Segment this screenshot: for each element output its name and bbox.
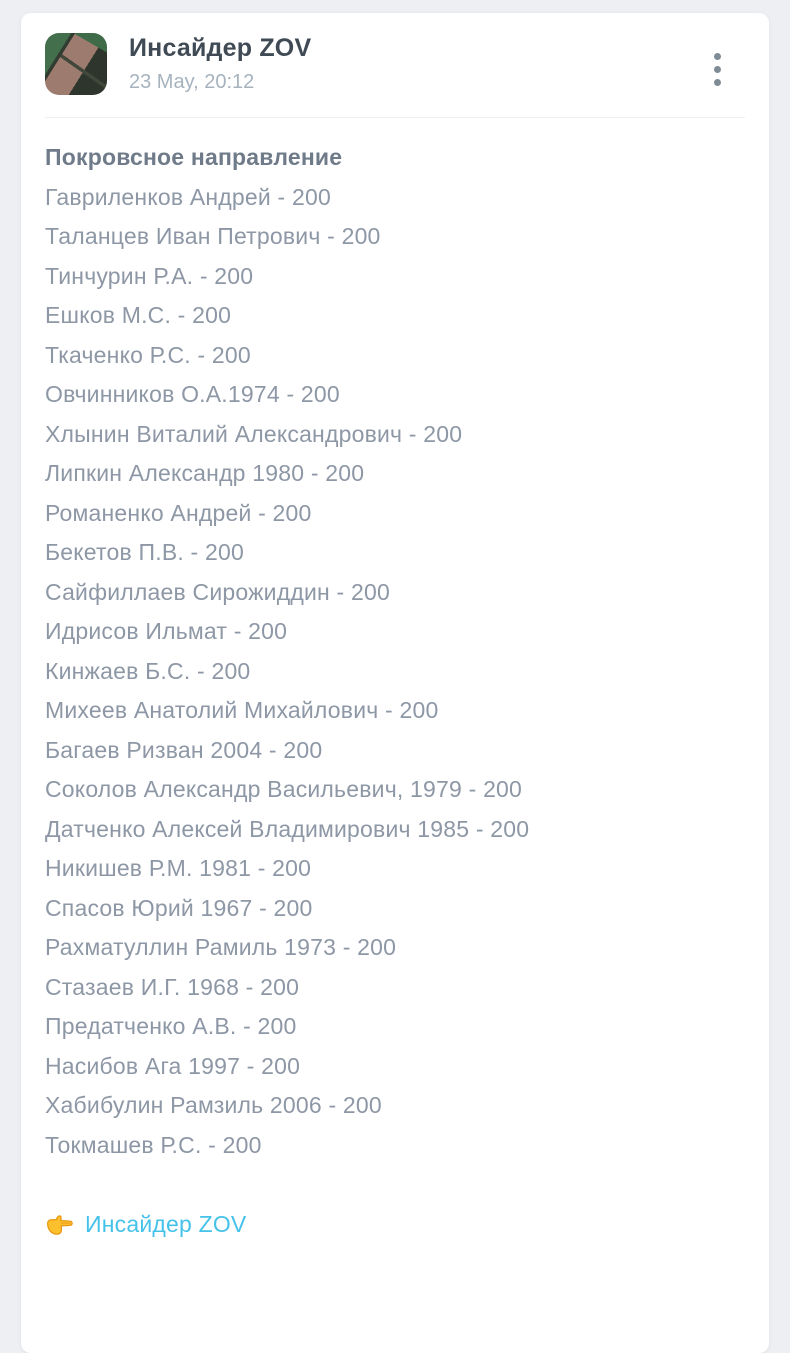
list-item: Тинчурин Р.А. - 200 [45,262,254,289]
list-item: Романенко Андрей - 200 [45,499,312,526]
list-item: Овчинников О.А.1974 - 200 [45,381,340,407]
channel-link-label: Инсайдер ZOV [85,1211,247,1237]
list-item: Датченко Алексей Владимирович 1985 - 200 [45,815,530,842]
list-item: Ешков М.С. - 200 [45,302,232,328]
list-item: Соколов Александр Васильевич, 1979 - 200 [45,776,523,802]
list-item: Кинжаев Б.С. - 200 [45,657,251,684]
list-item: Стазаев И.Г. 1968 - 200 [45,973,300,1000]
list-item: Хлынин Виталий Александрович - 200 [45,420,463,447]
list-item: Спасов Юрий 1967 - 200 [45,894,313,921]
list-item: Сайфиллаев Сирожиддин - 200 [45,578,390,605]
channel-avatar[interactable] [45,33,107,95]
channel-name[interactable]: Инсайдер ZOV [129,34,312,62]
list-item: Гавриленков Андрей - 200 [45,183,331,210]
list-item: Липкин Александр 1980 - 200 [45,460,365,486]
list-item: Насибов Ага 1997 - 200 [45,1052,301,1079]
list-item: Предатченко А.В. - 200 [45,1013,297,1039]
list-item: Таланцев Иван Петрович - 200 [45,223,381,249]
list-item: Идрисов Ильмат - 200 [45,618,288,644]
post-header: Инсайдер ZOV 23 May, 20:12 [21,13,769,117]
list-item: Багаев Ризван 2004 - 200 [45,736,323,763]
post-body: Покровсное направление Гавриленков Андре… [21,118,769,1245]
message-heading: Покровсное направление [45,144,343,170]
pointing-right-icon [47,1214,73,1235]
list-item: Михеев Анатолий Михайлович - 200 [45,697,439,723]
list-item: Рахматуллин Рамиль 1973 - 200 [45,934,397,960]
header-divider [45,117,745,118]
casualty-list: Гавриленков Андрей - 200 Таланцев Иван Пе… [45,178,745,1166]
list-item: Токмашев Р.С. - 200 [45,1131,262,1158]
list-item: Бекетов П.В. - 200 [45,539,244,565]
list-item: Ткаченко Р.С. - 200 [45,341,251,368]
channel-link[interactable]: Инсайдер ZOV [45,1205,246,1245]
post-card: Инсайдер ZOV 23 May, 20:12 Покровсное на… [21,13,769,1353]
more-options-button[interactable] [710,49,725,90]
kebab-menu-icon [714,53,721,86]
post-timestamp: 23 May, 20:12 [129,71,255,93]
channel-info: Инсайдер ZOV 23 May, 20:12 [129,34,311,94]
list-item: Никишев Р.М. 1981 - 200 [45,855,312,881]
list-item: Хабибулин Рамзиль 2006 - 200 [45,1092,382,1118]
